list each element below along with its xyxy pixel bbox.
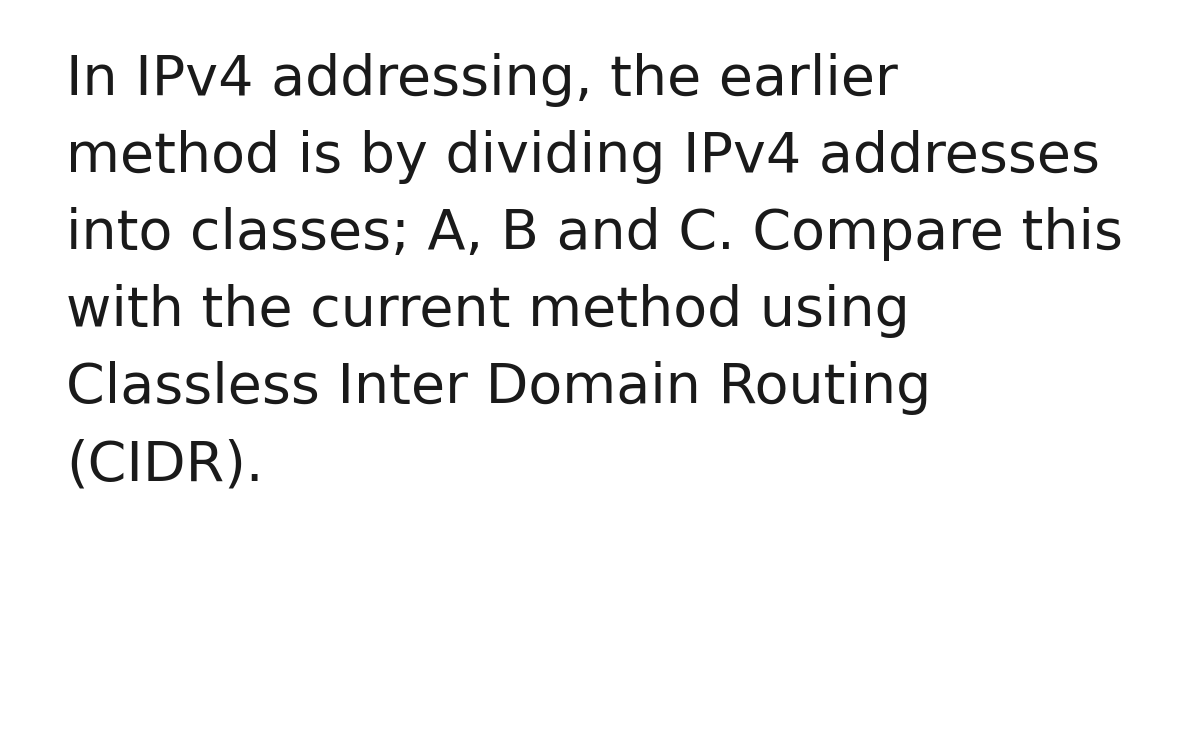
Text: In IPv4 addressing, the earlier
method is by dividing IPv4 addresses
into classe: In IPv4 addressing, the earlier method i…	[66, 53, 1123, 492]
